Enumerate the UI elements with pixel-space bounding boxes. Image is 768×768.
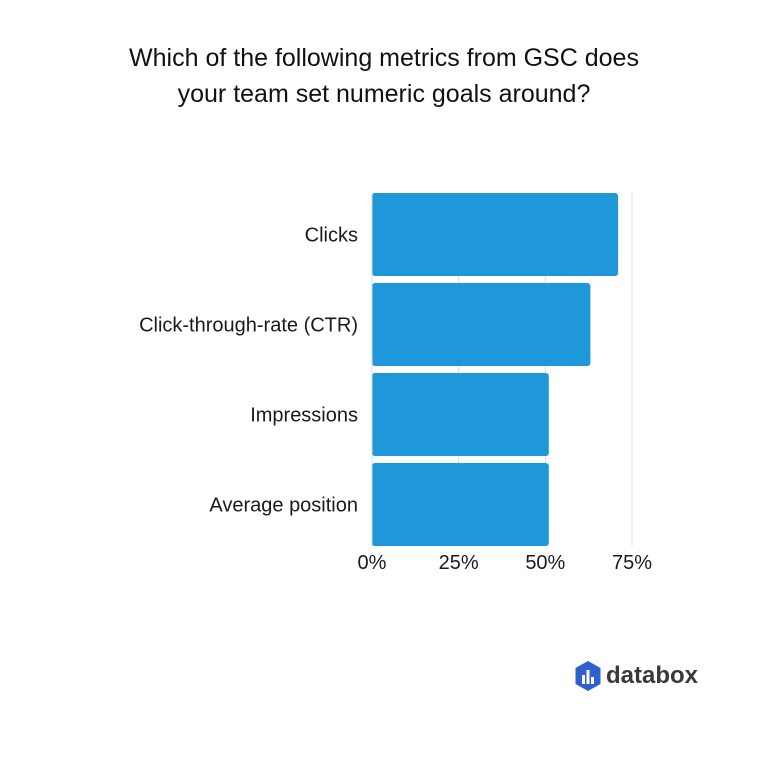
chart-title-line-2: your team set numeric goals around?: [177, 80, 591, 108]
category-label-1: Click-through-rate (CTR): [139, 315, 358, 337]
x-tick-label-25: 25%: [439, 552, 479, 574]
brand-name: databox: [606, 662, 699, 689]
databox-logo: databox: [574, 660, 704, 694]
bar-1: [372, 283, 591, 366]
chart-title: Which of the following metrics from GSC …: [84, 40, 684, 112]
bar-0: [372, 193, 619, 276]
x-tick-label-50: 50%: [525, 552, 565, 574]
bar-3: [372, 463, 549, 546]
x-tick-label-0: 0%: [358, 552, 387, 574]
chart-title-line-1: Which of the following metrics from GSC …: [129, 44, 639, 72]
databox-logo-icon: [575, 661, 601, 691]
category-label-3: Average position: [209, 495, 358, 517]
category-label-2: Impressions: [250, 405, 358, 427]
bar-2: [372, 373, 549, 456]
category-label-0: Clicks: [305, 225, 358, 247]
x-tick-label-75: 75%: [612, 552, 652, 574]
